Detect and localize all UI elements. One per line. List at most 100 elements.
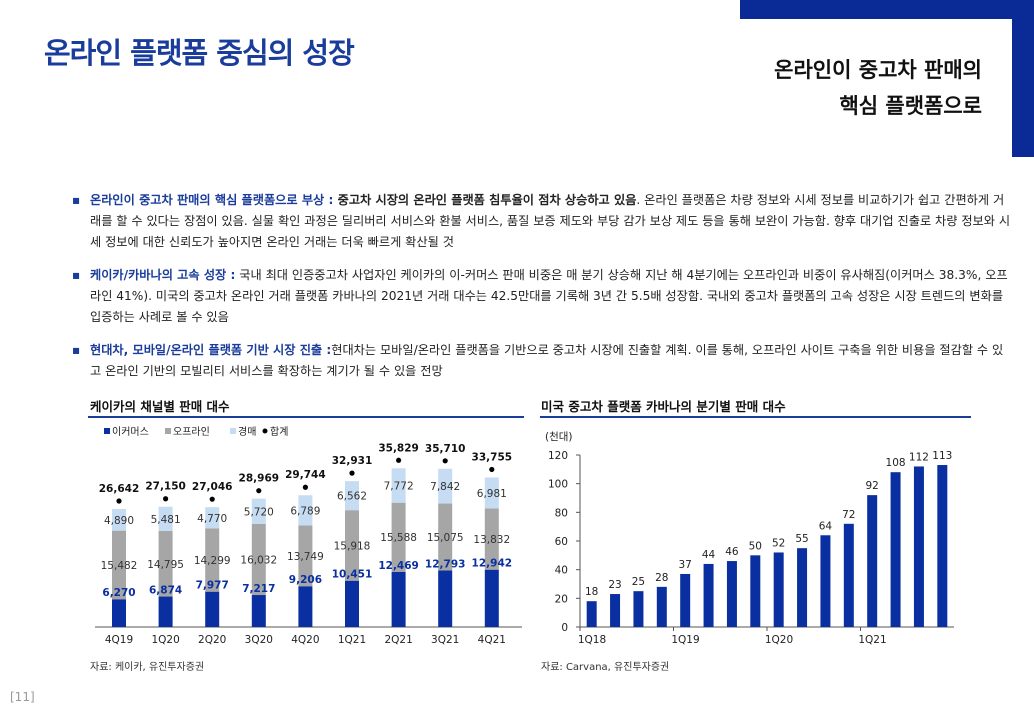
ecommerce-label-2: 7,977 <box>196 580 229 592</box>
auction-label-8: 6,981 <box>477 488 507 500</box>
right-x-tick-label-3: 1Q21 <box>858 634 886 646</box>
bar-offline-1 <box>158 531 173 597</box>
right-y-tick-label-0: 0 <box>561 622 568 634</box>
bar-auction-5 <box>345 481 359 511</box>
carvana-value-label-13: 108 <box>886 457 906 469</box>
bar-offline-6 <box>391 502 406 572</box>
auction-label-0: 4,890 <box>104 515 134 527</box>
legend-label-total: 합계 <box>270 426 288 438</box>
bullet-emphasis: 중고차 시장의 온라인 플랫폼 침투율이 점차 상승하고 있음 <box>333 193 637 207</box>
x-tick-label-0: 4Q19 <box>105 634 133 646</box>
offline-label-4: 13,749 <box>287 551 324 563</box>
x-tick-label-3: 3Q20 <box>245 634 273 646</box>
carvana-bar-14 <box>913 466 924 627</box>
ecommerce-label-5: 10,451 <box>332 569 373 581</box>
legend-label-0: 이커머스 <box>112 426 149 438</box>
bar-offline-3 <box>251 524 266 596</box>
x-tick-label-4: 4Q20 <box>291 634 319 646</box>
total-marker-0 <box>116 498 122 504</box>
offline-label-3: 16,032 <box>240 555 277 567</box>
bar-offline-4 <box>298 525 313 587</box>
carvana-value-label-1: 23 <box>608 579 621 591</box>
bar-offline-5 <box>345 510 359 581</box>
carvana-bar-7 <box>750 555 761 627</box>
right-x-tick-label-1: 1Q19 <box>671 634 699 646</box>
bullet-heading: 케이카/카바나의 고속 성장 : <box>90 268 236 282</box>
carvana-value-label-4: 37 <box>679 559 692 571</box>
bar-offline-7 <box>438 503 453 571</box>
total-marker-5 <box>349 470 355 476</box>
carvana-bar-0 <box>586 601 597 627</box>
right-y-unit-label: (천대) <box>545 431 573 443</box>
carvana-value-label-5: 44 <box>702 549 716 561</box>
x-tick-label-2: 2Q20 <box>198 634 226 646</box>
subtitle-line-1: 온라인이 중고차 판매의 <box>774 58 982 82</box>
bar-offline-2 <box>205 528 220 592</box>
total-label-8: 33,755 <box>472 451 513 463</box>
total-label-0: 26,642 <box>99 483 140 495</box>
ecommerce-label-3: 7,217 <box>242 583 275 595</box>
right-y-tick-label-6: 120 <box>548 450 568 462</box>
bullet-item: ▪ 케이카/카바나의 고속 성장 : 국내 최대 인증중고차 사업자인 케이카의… <box>72 265 1012 328</box>
total-marker-6 <box>396 457 402 463</box>
auction-label-6: 7,772 <box>384 480 414 492</box>
carvana-value-label-15: 113 <box>932 450 952 462</box>
total-marker-2 <box>209 496 215 502</box>
total-label-6: 35,829 <box>378 442 419 454</box>
legend-swatch-2 <box>230 428 236 434</box>
legend-label-2: 경매 <box>238 425 256 438</box>
bar-auction-3 <box>251 498 266 525</box>
offline-label-6: 15,588 <box>380 532 417 544</box>
bar-ecommerce-6 <box>391 571 406 627</box>
right-chart-title-rule <box>540 416 971 418</box>
x-tick-label-7: 3Q21 <box>431 634 459 646</box>
page-subtitle: 온라인이 중고차 판매의 핵심 플랫폼으로 <box>774 52 982 124</box>
carvana-bar-13 <box>890 472 901 627</box>
total-label-4: 29,744 <box>285 469 326 481</box>
bar-offline-8 <box>484 508 499 570</box>
ecommerce-label-1: 6,874 <box>149 585 182 597</box>
carvana-value-label-11: 72 <box>842 509 855 521</box>
total-marker-3 <box>256 488 262 494</box>
total-label-1: 27,150 <box>145 481 186 493</box>
carvana-bar-1 <box>610 594 621 627</box>
auction-label-3: 5,720 <box>244 506 274 518</box>
ecommerce-label-8: 12,942 <box>472 558 513 570</box>
carvana-value-label-3: 28 <box>655 572 668 584</box>
carvana-value-label-9: 55 <box>795 533 808 545</box>
left-chart-source: 자료: 케이카, 유진투자증권 <box>90 662 205 673</box>
bar-auction-4 <box>298 495 313 526</box>
total-marker-7 <box>442 458 448 464</box>
auction-label-1: 5,481 <box>151 514 181 526</box>
right-x-tick-label-0: 1Q18 <box>578 634 606 646</box>
total-marker-8 <box>489 466 495 473</box>
x-tick-label-1: 1Q20 <box>151 634 179 646</box>
bar-ecommerce-7 <box>438 570 453 627</box>
bar-ecommerce-3 <box>251 595 266 627</box>
bullet-heading: 현대차, 모바일/온라인 플랫폼 기반 시장 진출 : <box>90 343 332 357</box>
carvana-bar-4 <box>680 573 691 627</box>
bullet-item: ▪ 현대차, 모바일/온라인 플랫폼 기반 시장 진출 :현대차는 모바일/온라… <box>72 340 1012 382</box>
bar-auction-8 <box>484 477 499 509</box>
bar-auction-0 <box>112 508 126 531</box>
carvana-value-label-0: 18 <box>585 586 598 598</box>
legend-swatch-0 <box>104 428 110 434</box>
total-label-2: 27,046 <box>192 481 233 493</box>
right-y-tick-label-4: 80 <box>555 507 568 519</box>
right-y-tick-label-5: 100 <box>548 479 568 491</box>
carvana-bar-12 <box>867 495 878 627</box>
carvana-bar-2 <box>633 591 644 627</box>
offline-label-7: 15,075 <box>427 532 464 544</box>
x-tick-label-6: 2Q21 <box>384 634 412 646</box>
total-marker-4 <box>302 484 308 490</box>
offline-label-0: 15,482 <box>101 560 138 572</box>
right-chart-source: 자료: Carvana, 유진투자증권 <box>541 662 670 673</box>
page-title: 온라인 플랫폼 중심의 성장 <box>44 36 355 70</box>
bullet-square-icon: ▪ <box>72 268 81 282</box>
bullet-heading: 온라인이 중고차 판매의 핵심 플랫폼으로 부상 : <box>90 193 334 207</box>
bullet-body: 현대차는 모바일/온라인 플랫폼을 기반으로 중고차 시장에 진출할 계획. 이… <box>90 343 1004 378</box>
carvana-value-label-10: 64 <box>819 520 833 532</box>
offline-label-5: 15,918 <box>334 540 371 552</box>
total-marker-1 <box>163 496 169 502</box>
